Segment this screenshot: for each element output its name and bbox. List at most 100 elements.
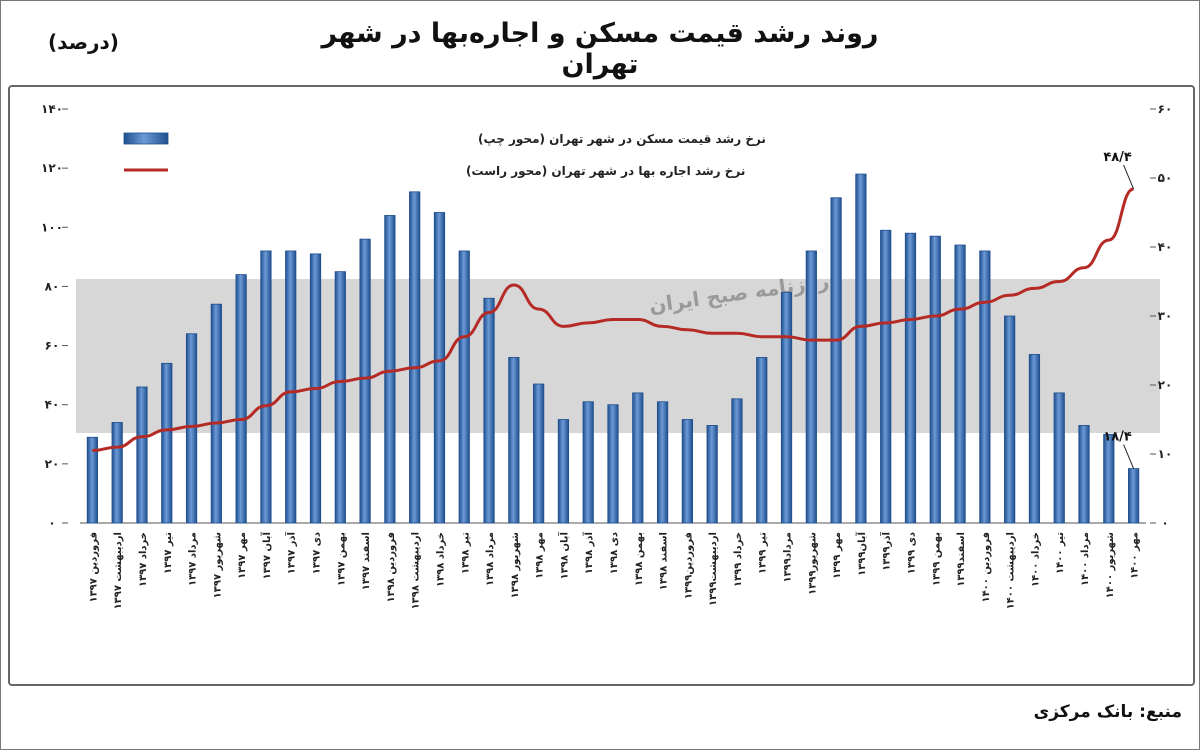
annotations: ۴۸/۴ ۱۸/۴ [1103, 150, 1135, 469]
housing-bar [954, 244, 966, 524]
housing-bar [904, 232, 917, 524]
housing-bar [210, 303, 222, 524]
right-tick-label: ۱۰ [1158, 447, 1173, 461]
legend-bar-swatch [123, 132, 169, 145]
housing-bar [359, 238, 371, 524]
category-label: تیر ۱۴۰۰ [1055, 532, 1066, 574]
rent-line-series [92, 187, 1135, 453]
housing-bar [508, 356, 520, 524]
housing-bar [533, 383, 545, 524]
left-tick-label: ۸۰ [45, 279, 60, 293]
category-label: مرداد ۱۳۹۷ [188, 532, 199, 586]
category-label: شهریور۱۳۹۹ [807, 532, 818, 595]
category-label: فروردین۱۳۹۹ [683, 532, 694, 599]
left-axis: ۰ ۲۰ ۴۰ ۶۰ ۸۰ ۱۰۰ ۱۲۰ ۱۴۰ [41, 102, 68, 530]
category-label: شهریور ۱۳۹۸ [510, 532, 521, 599]
housing-bar [161, 362, 173, 524]
housing-bar [1078, 425, 1090, 524]
category-label: خرداد ۱۳۹۸ [435, 532, 446, 587]
category-label: فروردین ۱۳۹۷ [88, 532, 99, 603]
left-tick-label: ۰ [48, 516, 55, 530]
category-label: مرداد ۱۴۰۰ [1080, 532, 1091, 586]
legend-label-housing: نرخ رشد قیمت مسکن در شهر تهران (محور چپ) [478, 132, 766, 147]
housing-bar [656, 401, 669, 524]
category-label: مرداد ۱۳۹۸ [485, 532, 496, 586]
left-tick-label: ۲۰ [45, 457, 60, 471]
bar-series [86, 173, 1140, 524]
category-label: اسفند ۱۳۹۷ [361, 532, 372, 590]
category-label: فروردین ۱۴۰۰ [981, 532, 992, 603]
category-label: آذر۱۳۹۹ [880, 531, 893, 570]
category-label: بهمن ۱۳۹۹ [931, 532, 942, 586]
category-label: دی ۱۳۹۹ [906, 532, 917, 574]
right-tick-label: ۵۰ [1158, 171, 1173, 185]
category-label: اردیبهشت ۱۳۹۸ [411, 532, 422, 609]
left-tick-label: ۱۲۰ [41, 161, 63, 175]
legend: نرخ رشد قیمت مسکن در شهر تهران (محور چپ)… [123, 132, 766, 179]
category-label: مهر ۱۳۹۸ [535, 532, 546, 579]
legend-label-rent: نرخ رشد اجاره بها در شهر تهران (محور راس… [466, 164, 745, 179]
category-label: مرداد۱۳۹۹ [783, 532, 794, 583]
left-tick-label: ۱۰۰ [41, 220, 63, 234]
category-label: مهر ۱۳۹۷ [237, 532, 248, 579]
housing-bar [483, 297, 495, 524]
housing-bar [86, 436, 99, 524]
housing-bar [582, 401, 594, 524]
category-label: بهمن ۱۳۹۸ [634, 532, 645, 586]
annotation-leader [1123, 444, 1135, 469]
housing-bar [409, 191, 421, 524]
housing-bar [979, 250, 991, 524]
category-label: خرداد ۱۴۰۰ [1030, 532, 1041, 587]
category-label: آبان۱۳۹۹ [855, 531, 868, 575]
housing-bar [1053, 392, 1065, 524]
annotation-label: ۱۸/۴ [1103, 430, 1132, 445]
category-label: اردیبهشت ۱۴۰۰ [1006, 532, 1017, 609]
housing-bar [557, 419, 570, 524]
category-label: فروردین ۱۳۹۸ [386, 532, 397, 603]
category-label: مهر ۱۴۰۰ [1130, 532, 1141, 579]
category-label: تیر ۱۳۹۷ [163, 532, 174, 574]
housing-bar [111, 422, 123, 524]
category-label: اردیبهشت ۱۳۹۷ [113, 532, 124, 609]
annotation-label: ۴۸/۴ [1103, 150, 1132, 165]
category-label: بهمن ۱۳۹۷ [336, 532, 347, 586]
right-tick-label: ۰ [1161, 516, 1168, 530]
category-label: دی ۱۳۹۷ [312, 532, 323, 574]
category-label: اسفند ۱۳۹۸ [659, 532, 670, 590]
category-label: خرداد ۱۳۹۷ [138, 532, 149, 587]
chart-title: روند رشد قیمت مسکن و اجاره‌بها در شهر ته… [321, 18, 879, 80]
housing-bar [681, 419, 693, 524]
source-note: منبع: بانک مرکزی [1033, 702, 1182, 722]
category-label: دی ۱۳۹۸ [609, 532, 620, 574]
category-label: شهریور ۱۴۰۰ [1105, 532, 1116, 599]
housing-bar [458, 250, 470, 524]
housing-bar [235, 274, 247, 524]
left-tick-label: ۴۰ [45, 398, 60, 412]
category-label: اسفند۱۳۹۹ [956, 532, 967, 587]
housing-bar [607, 404, 619, 524]
housing-bar [260, 250, 272, 524]
right-tick-label: ۳۰ [1158, 309, 1173, 323]
housing-bar [731, 398, 743, 524]
housing-bar [185, 333, 198, 524]
category-label: آبان ۱۳۹۸ [557, 531, 570, 579]
housing-bar [756, 356, 768, 524]
category-label: تیر ۱۳۹۸ [460, 532, 471, 574]
housing-bar [285, 250, 297, 524]
housing-bar [632, 392, 644, 524]
housing-bar [1103, 433, 1115, 524]
category-label: تیر ۱۳۹۹ [758, 532, 769, 574]
housing-bar [433, 212, 446, 524]
category-label: آبان ۱۳۹۷ [260, 531, 273, 579]
housing-bar [880, 229, 892, 524]
housing-bar [855, 173, 867, 524]
category-label: اردیبهشت۱۳۹۹ [708, 532, 719, 606]
housing-bar [706, 425, 718, 524]
annotation-leader [1123, 164, 1135, 190]
housing-bar [136, 386, 148, 524]
housing-bar [830, 197, 842, 524]
housing-bar [805, 250, 817, 524]
category-label: مهر ۱۳۹۹ [832, 532, 843, 579]
housing-bar [929, 235, 941, 524]
